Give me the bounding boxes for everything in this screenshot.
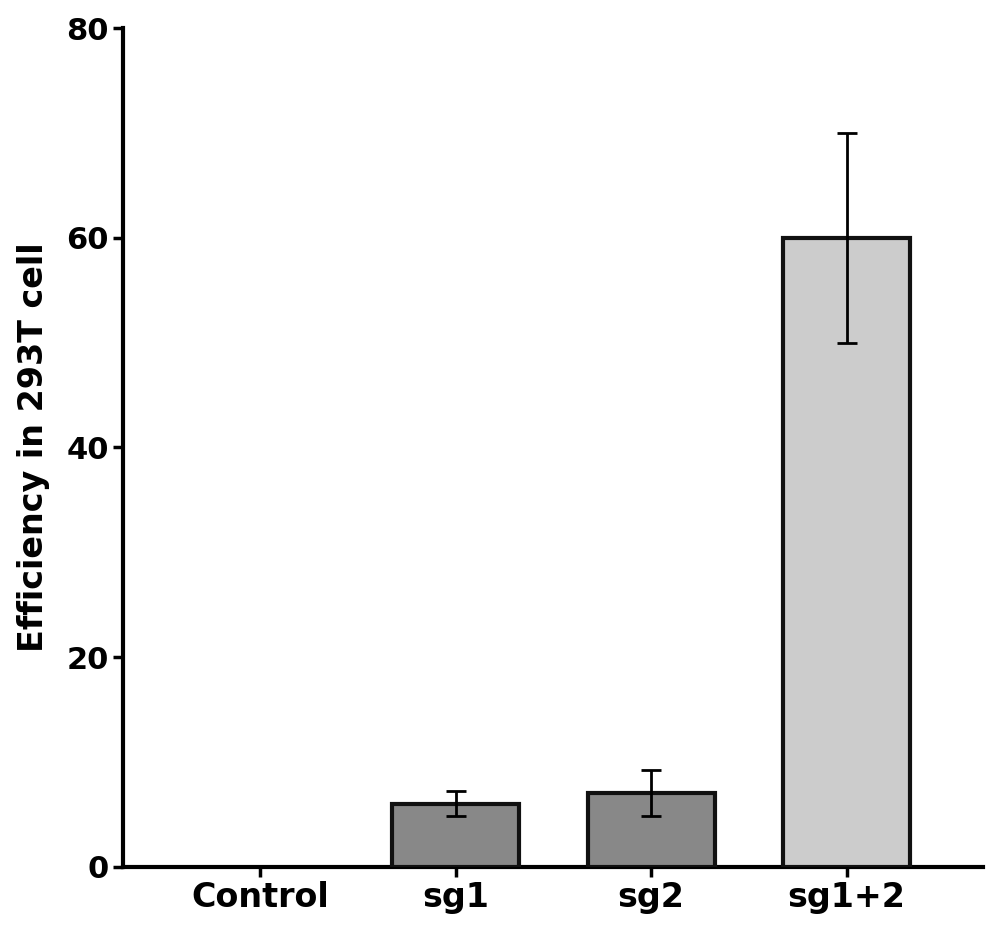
Bar [588,793,715,867]
Bar [392,803,519,867]
Bar [783,237,910,867]
Y-axis label: Efficiency in 293T cell: Efficiency in 293T cell [17,243,50,653]
